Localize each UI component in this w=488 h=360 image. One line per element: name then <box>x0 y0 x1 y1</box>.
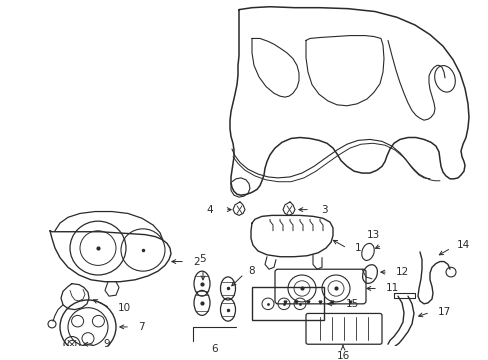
Text: 8: 8 <box>247 266 254 276</box>
Text: 16: 16 <box>336 351 349 360</box>
Text: 11: 11 <box>385 283 398 293</box>
Text: 7: 7 <box>138 322 144 332</box>
Text: 14: 14 <box>456 240 469 250</box>
Text: 3: 3 <box>320 204 327 215</box>
Text: 6: 6 <box>211 344 218 354</box>
Text: 10: 10 <box>118 303 131 313</box>
Text: 13: 13 <box>366 230 379 240</box>
Text: 17: 17 <box>437 307 450 318</box>
Text: 4: 4 <box>206 204 213 215</box>
Text: 2: 2 <box>193 257 199 266</box>
Text: 1: 1 <box>354 243 361 253</box>
Text: 5: 5 <box>199 255 206 265</box>
Text: 12: 12 <box>395 267 408 277</box>
Text: 9: 9 <box>103 339 109 349</box>
Text: 15: 15 <box>346 299 359 309</box>
Bar <box>251 287 324 320</box>
